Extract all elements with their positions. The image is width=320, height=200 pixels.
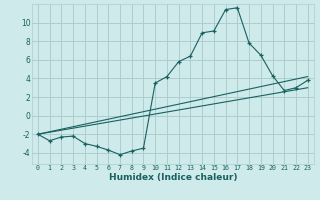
X-axis label: Humidex (Indice chaleur): Humidex (Indice chaleur)	[108, 173, 237, 182]
